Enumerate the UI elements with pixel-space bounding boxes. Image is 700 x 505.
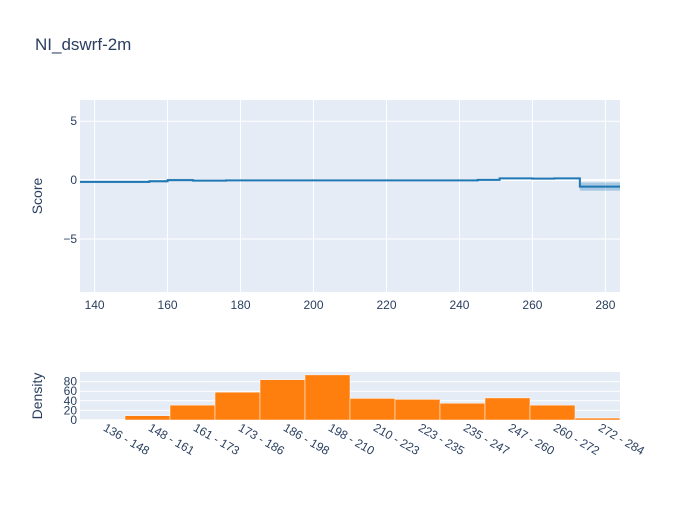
density-bar: [530, 405, 575, 420]
score-plot-background: [80, 100, 620, 292]
density-x-tick-label: 198 - 210: [326, 420, 377, 458]
score-x-tick-label: 140: [85, 298, 105, 312]
density-bar: [575, 418, 620, 420]
density-x-tick-label: 235 - 247: [461, 420, 512, 458]
score-x-tick-label: 200: [303, 298, 323, 312]
density-bar: [350, 398, 395, 420]
density-x-tick-label: 186 - 198: [281, 420, 332, 458]
density-x-tick-label: 136 - 148: [101, 420, 152, 458]
score-x-tick-label: 240: [449, 298, 469, 312]
density-axis-label: Density: [29, 373, 45, 420]
density-y-tick-label: 80: [64, 375, 78, 389]
score-x-tick-label: 180: [231, 298, 251, 312]
score-y-ticks: 5 0 −5: [63, 114, 77, 246]
score-x-tick-label: 280: [595, 298, 615, 312]
density-x-tick-label: 210 - 223: [371, 420, 422, 458]
density-x-tick-label: 148 - 161: [146, 420, 197, 458]
density-x-tick-label: 223 - 235: [416, 420, 467, 458]
chart-title: NI_dswrf-2m: [35, 35, 131, 54]
density-x-tick-label: 260 - 272: [551, 420, 602, 458]
score-x-ticks: 140 160 180 200 220 240 260 280: [85, 298, 616, 312]
score-y-tick-label: 0: [70, 173, 77, 187]
score-x-tick-label: 160: [158, 298, 178, 312]
density-bar: [485, 398, 530, 420]
score-plot: 140 160 180 200 220 240 260 280 5 0 −5 Score: [29, 100, 620, 312]
density-bar: [215, 392, 260, 420]
density-x-tick-label: 247 - 260: [506, 420, 557, 458]
density-bar: [125, 416, 170, 420]
density-bar: [440, 403, 485, 420]
density-x-tick-label: 173 - 186: [236, 420, 287, 458]
density-bar: [305, 375, 350, 420]
density-x-tick-label: 272 - 284: [596, 420, 647, 458]
score-y-tick-label: −5: [63, 232, 77, 246]
score-x-tick-label: 260: [522, 298, 542, 312]
score-x-tick-label: 220: [376, 298, 396, 312]
score-y-tick-label: 5: [70, 114, 77, 128]
density-x-tick-label: 161 - 173: [191, 420, 242, 458]
score-axis-label: Score: [29, 178, 45, 215]
density-bar: [170, 405, 215, 420]
density-bar: [395, 399, 440, 420]
density-bar: [260, 380, 305, 420]
